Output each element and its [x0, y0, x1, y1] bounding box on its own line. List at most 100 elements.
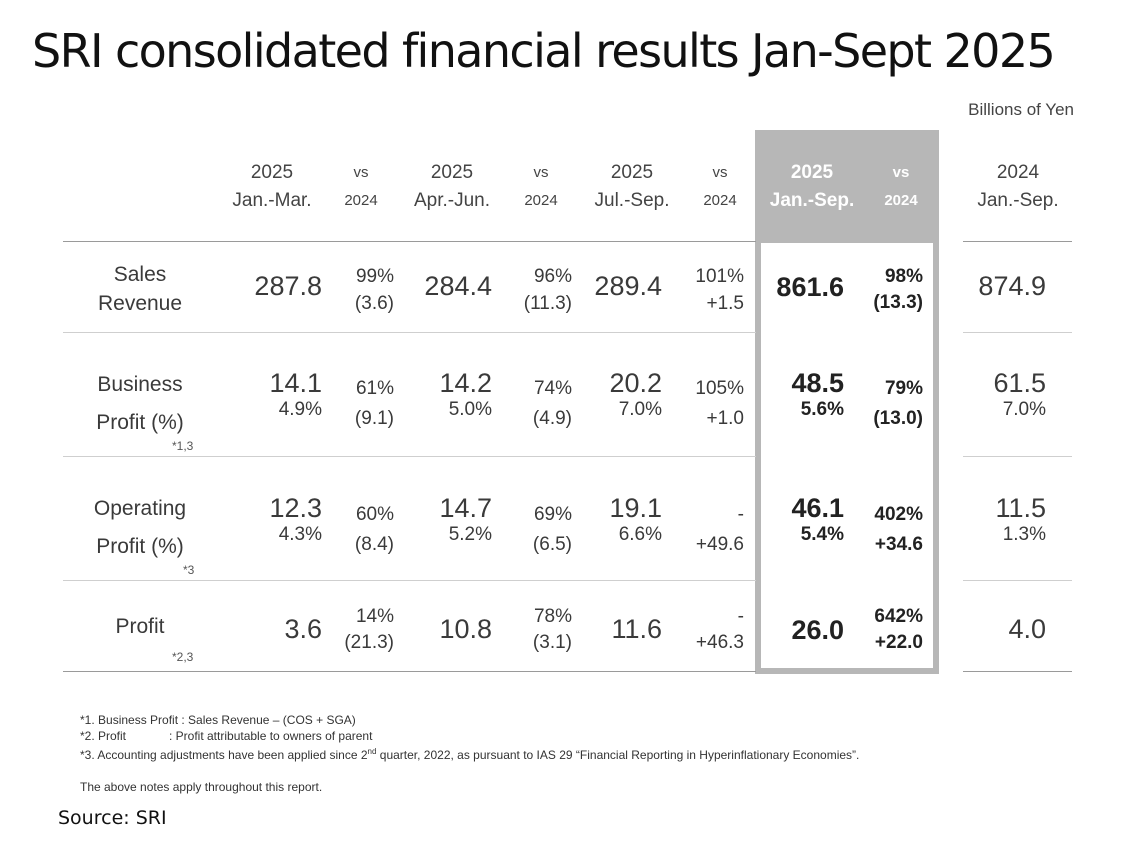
cell-vs-diff: (11.3) [523, 293, 572, 314]
cell-vs-diff: +49.6 [695, 534, 744, 555]
cell-main: 14.1 [269, 368, 322, 398]
cell-vs: 60% (8.4) [320, 500, 394, 560]
col-header-line: Jul.-Sep. [594, 190, 670, 211]
col-header-line: Jan.-Sep. [769, 190, 855, 211]
cell-main: 61.5 [993, 368, 1046, 398]
cell-value: 11.6 [611, 614, 662, 644]
header-rule-left [63, 241, 756, 242]
cell-pct: 4.9% [278, 399, 322, 420]
source-label: Source: SRI [58, 807, 167, 829]
table-bottom-rule [63, 671, 756, 672]
cell-vs-diff: (13.3) [873, 292, 923, 313]
col-header-line: 2025 [790, 162, 834, 183]
cell-vs-ratio: 96% [533, 266, 572, 287]
cell-vs-ratio: 74% [533, 378, 572, 399]
row-label-line: Business [97, 373, 183, 396]
cell-vs-ytd: 79% (13.0) [850, 374, 923, 434]
col-header-line: vs [353, 164, 369, 181]
cell-vs-ratio: 105% [695, 378, 744, 399]
cell-value: 3.6 [284, 614, 322, 644]
cell-vs-ratio: 101% [695, 266, 744, 287]
cell-vs-ratio: 402% [874, 504, 923, 525]
cell-value: 284.4 [424, 271, 492, 301]
cell-pct: 7.0% [1002, 399, 1046, 420]
cell-value-prev: 11.5 1.3% [960, 493, 1046, 546]
cell-pct: 5.2% [448, 524, 492, 545]
col-header-prev: 2024 Jan.-Sep. [966, 159, 1070, 215]
row-label-business-profit: Business Profit (%) [70, 366, 210, 442]
footnote-2: *2. Profit : Profit attributable to owner… [80, 728, 859, 744]
cell-vs-ratio: - [737, 606, 744, 627]
col-header-line: 2025 [610, 162, 654, 183]
cell-vs-diff: (6.5) [532, 534, 572, 555]
cell-vs: 99% (3.6) [320, 263, 394, 317]
col-header-line: vs [892, 164, 910, 181]
row-rule [963, 332, 1072, 333]
row-label-operating-profit: Operating Profit (%) [70, 490, 210, 566]
cell-vs-ratio: 99% [355, 266, 394, 287]
footnote-2-label: *2. Profit [80, 729, 127, 743]
cell-value-ytd: 861.6 [776, 272, 844, 302]
cell-main: 46.1 [791, 493, 844, 523]
cell-vs: 101% +1.5 [668, 263, 744, 317]
col-header-line: vs [712, 164, 728, 181]
col-header-line: Apr.-Jun. [413, 190, 491, 211]
table-bottom-rule [963, 671, 1072, 672]
cell-value: 14.1 4.9% [200, 368, 322, 421]
footnote-2-text: : Profit attributable to owners of paren… [169, 729, 373, 743]
cell-vs-diff: (21.3) [344, 632, 394, 653]
cell-vs-ratio: 60% [355, 504, 394, 525]
cell-vs: 96% (11.3) [496, 263, 572, 317]
cell-vs-diff: (13.0) [873, 408, 923, 429]
cell-value-prev: 4.0 [1008, 614, 1046, 644]
row-label-line: Revenue [97, 292, 183, 315]
cell-value: 289.4 [594, 271, 662, 301]
cell-vs: - +49.6 [668, 500, 744, 560]
cell-vs: 61% (9.1) [320, 374, 394, 434]
col-header-ytd-vs: vs 2024 [876, 159, 926, 215]
cell-main: 14.7 [439, 493, 492, 523]
cell-value-prev: 61.5 7.0% [960, 368, 1046, 421]
footnote-3-sup: nd [367, 747, 377, 756]
footnotes: *1. Business Profit : Sales Revenue – (C… [80, 712, 859, 795]
cell-pct: 5.4% [800, 524, 844, 545]
col-header-line: Jan.-Sep. [977, 190, 1059, 211]
cell-main: 11.5 [995, 493, 1046, 523]
col-header-line: Jan.-Mar. [232, 190, 312, 211]
cell-vs-ratio: 642% [874, 606, 923, 627]
row-rule [63, 332, 756, 333]
cell-vs-ytd: 98% (13.3) [850, 264, 923, 316]
cell-vs-ratio: 78% [533, 606, 572, 627]
cell-value-ytd: 46.1 5.4% [760, 493, 844, 546]
footnote-3: *3. Accounting adjustments have been app… [80, 744, 859, 763]
col-header-line: 2024 [884, 192, 918, 209]
cell-value-ytd: 26.0 [791, 615, 844, 645]
col-header-q1-vs: vs 2024 [336, 159, 386, 215]
cell-vs: 14% (21.3) [320, 604, 394, 656]
col-header-line: 2025 [250, 162, 294, 183]
col-header-q3-vs: vs 2024 [695, 159, 745, 215]
cell-vs-ytd: 642% +22.0 [850, 604, 923, 656]
col-header-ytd: 2025 Jan.-Sep. [760, 159, 864, 215]
cell-main: 19.1 [609, 493, 662, 523]
col-header-q3: 2025 Jul.-Sep. [582, 159, 682, 215]
cell-vs-diff: +46.3 [695, 632, 744, 653]
cell-value: 14.7 5.2% [380, 493, 492, 546]
cell-vs-ratio: 14% [355, 606, 394, 627]
cell-value: 287.8 [254, 271, 322, 301]
row-footnote-ref: *2,3 [172, 650, 194, 664]
cell-vs-diff: (4.9) [532, 408, 572, 429]
row-rule [63, 456, 756, 457]
cell-vs-diff: (3.6) [354, 293, 394, 314]
cell-vs: 105% +1.0 [668, 374, 744, 434]
cell-vs-diff: +22.0 [874, 632, 923, 653]
cell-value: 10.8 [439, 614, 492, 644]
row-label-line: Profit (%) [96, 411, 184, 434]
col-header-line: 2024 [996, 162, 1040, 183]
cell-pct: 4.3% [278, 524, 322, 545]
cell-main: 14.2 [439, 368, 492, 398]
cell-vs-diff: +1.0 [706, 408, 744, 429]
col-header-q2: 2025 Apr.-Jun. [400, 159, 504, 215]
cell-main: 12.3 [269, 493, 322, 523]
cell-value: 14.2 5.0% [380, 368, 492, 421]
